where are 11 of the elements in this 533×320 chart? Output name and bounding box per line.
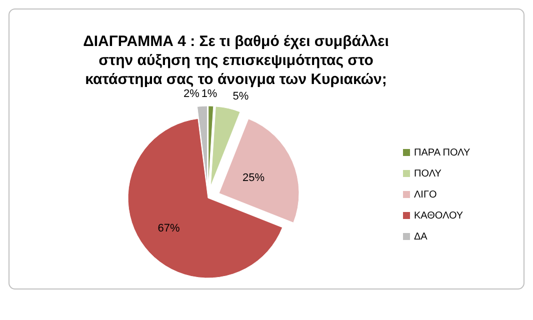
data-label: 1% [201,88,218,100]
data-label: 2% [184,88,200,100]
legend-label: ΠΟΛΥ [414,168,442,180]
legend-label: ΚΑΘΟΛΟΥ [414,210,464,222]
data-label: 67% [158,222,180,234]
data-label: 25% [242,172,265,184]
data-label: 5% [232,90,249,102]
legend-label: ΠΑΡΑ ΠΟΛΥ [414,148,470,159]
chart-title: ΔΙΑΓΡΑΜΜΑ 4 : Σε τι βαθμό έχει συμβάλλει στην αύξηση της επισκεψιμότητας στο κατάστημα σας το άνοιγμα των Κυριακών; [83,33,389,88]
legend-label: ΔΑ [414,232,428,243]
legend-label: ΛΙΓΟ [414,190,437,201]
